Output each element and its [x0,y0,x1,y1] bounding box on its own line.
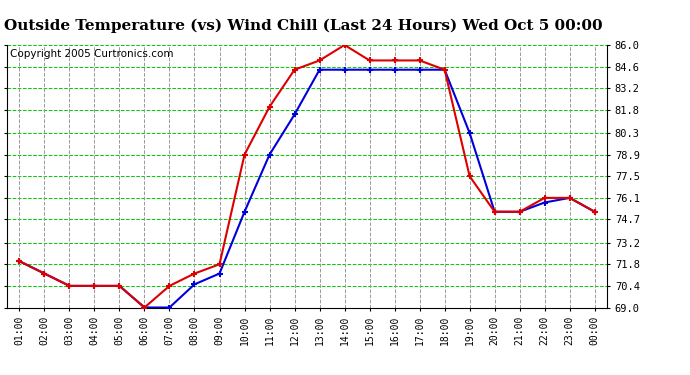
Text: Copyright 2005 Curtronics.com: Copyright 2005 Curtronics.com [10,49,173,59]
Text: Outside Temperature (vs) Wind Chill (Last 24 Hours) Wed Oct 5 00:00: Outside Temperature (vs) Wind Chill (Las… [4,19,603,33]
